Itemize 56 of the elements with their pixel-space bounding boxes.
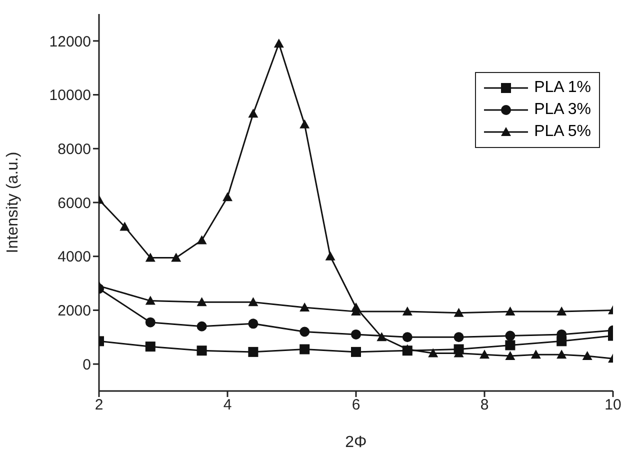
y-tick-label: 10000: [49, 87, 91, 104]
point: [582, 350, 592, 360]
x-tick-label: 6: [352, 396, 360, 414]
point: [428, 348, 438, 358]
point: [351, 346, 361, 357]
point: [196, 321, 207, 332]
y-tick-label: 6000: [58, 194, 91, 212]
point: [248, 318, 258, 329]
point: [196, 235, 207, 244]
point: [530, 350, 541, 359]
point: [376, 332, 387, 342]
x-tick-label: 8: [480, 396, 489, 414]
legend-label: PLA 1%: [534, 79, 591, 97]
point: [402, 306, 412, 316]
point: [325, 251, 336, 260]
point: [505, 330, 516, 341]
x-tick-label: 2: [94, 396, 104, 414]
point: [248, 346, 258, 357]
y-tick-label: 4000: [58, 248, 91, 266]
point: [300, 302, 310, 312]
point: [274, 38, 284, 48]
point: [351, 329, 361, 340]
point: [556, 350, 567, 359]
y-tick-label: 8000: [58, 140, 91, 158]
y-tick-label: 12000: [49, 33, 91, 50]
point: [145, 317, 156, 328]
point: [402, 332, 412, 342]
point: [145, 342, 156, 352]
legend-label: PLA 3%: [534, 101, 591, 119]
point: [196, 297, 207, 306]
point: [556, 306, 567, 316]
point: [196, 346, 207, 356]
point: [505, 306, 516, 316]
point: [480, 350, 490, 359]
point: [171, 252, 182, 262]
point: [248, 297, 258, 306]
legend-label: PLA 5%: [534, 123, 591, 141]
point: [120, 222, 130, 231]
y-tick-label: 0: [82, 356, 91, 374]
point: [300, 326, 310, 337]
point: [351, 302, 361, 312]
x-tick-label: 4: [223, 396, 232, 414]
point: [300, 119, 310, 128]
y-tick-label: 2000: [58, 302, 91, 320]
y-axis-title: Intensity (a.u.): [4, 152, 22, 254]
point: [505, 350, 516, 360]
point: [300, 344, 310, 354]
point: [248, 108, 258, 118]
point: [145, 296, 156, 305]
x-axis-title: 2Φ: [345, 434, 367, 451]
point: [454, 308, 464, 317]
point: [505, 340, 516, 350]
point: [145, 252, 156, 262]
x-tick-label: 10: [604, 396, 622, 414]
point: [222, 192, 232, 202]
point: [454, 332, 464, 342]
